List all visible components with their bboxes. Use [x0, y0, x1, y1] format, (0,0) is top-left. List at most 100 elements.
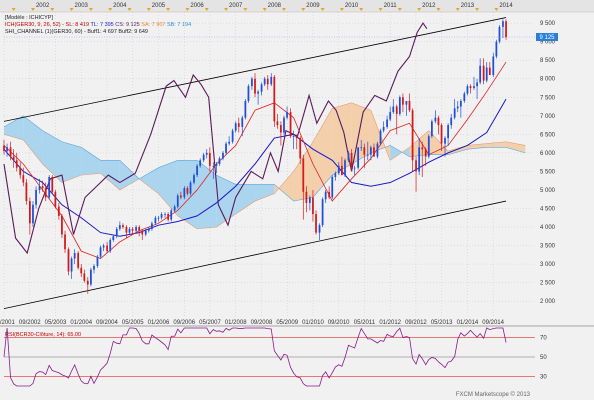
- candle-body: [270, 76, 273, 85]
- candle-body: [360, 147, 363, 149]
- kumo-segment: [61, 141, 82, 183]
- event-marker: [281, 8, 286, 11]
- candle-body: [424, 149, 427, 157]
- candle-body: [157, 217, 160, 219]
- candle-body: [22, 175, 25, 183]
- event-marker: [108, 8, 113, 11]
- candle-body: [466, 86, 469, 94]
- x-tick-label: 01/2014: [457, 320, 479, 326]
- candle-body: [80, 267, 83, 274]
- y-tick-label: 8 000: [540, 77, 556, 83]
- y-tick-label: 4 500: [540, 206, 556, 212]
- kumo-segment: [255, 184, 275, 202]
- candle-body: [280, 125, 282, 133]
- candle-body: [51, 176, 54, 192]
- event-marker: [378, 8, 383, 11]
- candle-body: [408, 100, 411, 111]
- candle-body: [215, 164, 218, 166]
- candle-body: [35, 189, 37, 205]
- rsi-line: [3, 327, 507, 387]
- candle-body: [118, 225, 121, 229]
- candle-body: [305, 191, 308, 203]
- kumo-segment: [158, 160, 178, 216]
- kumo-segment: [4, 115, 24, 140]
- candle-body: [482, 65, 485, 81]
- candle-body: [231, 130, 234, 142]
- candle-body: [254, 78, 256, 94]
- candle-body: [151, 223, 153, 229]
- event-marker: [494, 8, 499, 11]
- candle-body: [186, 188, 189, 194]
- event-marker: [243, 8, 248, 11]
- x-tick-label: 09/2008: [251, 320, 273, 326]
- candle-body: [44, 188, 47, 198]
- candle-body: [244, 100, 247, 118]
- candle-body: [299, 138, 302, 159]
- chikou-line: [3, 22, 428, 255]
- candle-body: [38, 186, 41, 190]
- candle-body: [251, 78, 253, 87]
- event-marker: [417, 8, 422, 11]
- candle-body: [154, 217, 157, 224]
- candle-body: [427, 136, 430, 157]
- candle-body: [321, 199, 324, 226]
- candle-body: [302, 158, 305, 192]
- event-marker: [88, 8, 93, 11]
- price-badge: [536, 33, 558, 42]
- shi-channel-legend: SHI_CHANNEL (1)(GER30, 60) - Buff1: 4 69…: [5, 29, 148, 35]
- candle-body: [208, 152, 211, 166]
- y-tick-label: 7 000: [540, 114, 556, 120]
- x-tick-label: 09/2014: [482, 320, 504, 326]
- event-marker: [301, 8, 306, 11]
- event-marker: [204, 8, 209, 11]
- candle-body: [476, 82, 478, 87]
- x-tick-label: 02/2001: [0, 320, 16, 326]
- event-marker: [50, 8, 55, 11]
- candle-body: [479, 65, 482, 83]
- candle-body: [64, 234, 66, 250]
- y-tick-label: 9 500: [540, 21, 556, 27]
- x-tick-label: 05/2009: [276, 320, 298, 326]
- candle-body: [70, 258, 73, 272]
- candle-body: [363, 147, 366, 155]
- candle-body: [260, 84, 263, 92]
- candle-body: [167, 214, 170, 220]
- year-label: 2007: [229, 3, 243, 9]
- kumo-segment: [119, 160, 140, 190]
- candle-body: [19, 167, 22, 176]
- candle-body: [373, 147, 375, 157]
- candle-body: [292, 136, 295, 137]
- candle-body: [222, 152, 224, 159]
- candle-body: [170, 210, 173, 220]
- candle-body: [28, 201, 31, 224]
- y-tick-label: 3 000: [540, 262, 556, 268]
- model-title: [Modèle : ICHICYP]: [5, 15, 53, 21]
- event-marker: [224, 8, 229, 11]
- candle-body: [112, 236, 115, 240]
- x-tick-label: 05/2011: [354, 320, 376, 326]
- kumo-segment: [332, 102, 352, 176]
- candle-body: [315, 214, 317, 233]
- candle-body: [263, 78, 266, 85]
- candle-body: [398, 97, 401, 114]
- upper-channel-line: [3, 17, 507, 122]
- candle-body: [202, 154, 205, 161]
- rsi-level-label: 70: [540, 336, 547, 342]
- rsi-level-label: 30: [540, 374, 547, 380]
- candle-body: [77, 252, 80, 268]
- year-label: 2008: [268, 3, 282, 9]
- candle-body: [488, 67, 491, 76]
- candle-body: [289, 112, 292, 137]
- candle-body: [366, 154, 369, 156]
- x-tick-label: 01/2012: [379, 320, 401, 326]
- year-label: 2013: [461, 3, 475, 9]
- candle-body: [495, 41, 498, 57]
- ichimoku-legend: ICH(GER30, 9, 26, 52) - SL: 8 419 TL: 7 …: [5, 22, 191, 28]
- event-marker: [359, 8, 364, 11]
- candle-body: [411, 110, 414, 161]
- event-marker: [320, 8, 325, 11]
- candle-body: [12, 156, 15, 161]
- candle-body: [353, 167, 356, 169]
- y-tick-label: 3 500: [540, 244, 556, 250]
